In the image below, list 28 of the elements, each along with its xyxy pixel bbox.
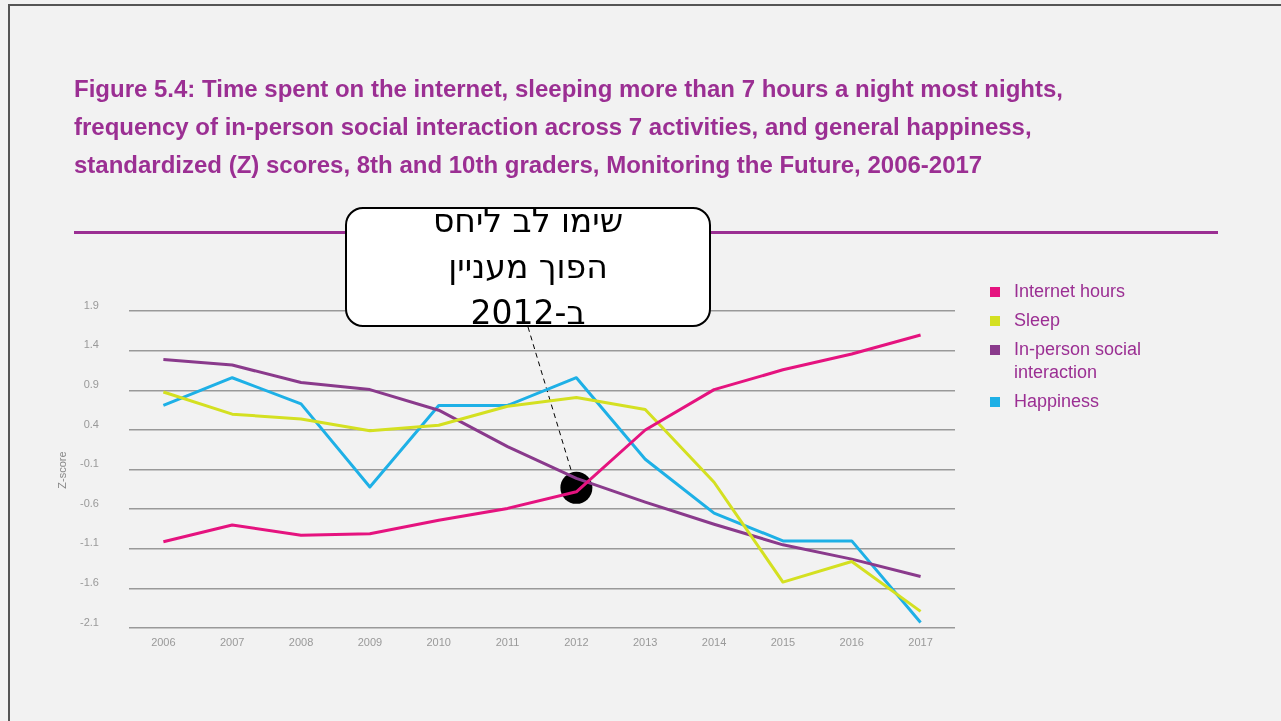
y-tick-label: -1.1 — [79, 536, 99, 549]
x-tick-label: 2014 — [701, 635, 727, 648]
x-tick-label: 2008 — [288, 635, 314, 648]
x-tick-label: 2011 — [495, 635, 520, 648]
legend-label: Happiness — [1014, 390, 1101, 413]
legend-label: Internet hours — [1014, 280, 1127, 303]
y-tick-label: 0.4 — [83, 417, 99, 430]
x-tick-label: 2017 — [908, 635, 933, 648]
y-tick-label: -0.6 — [79, 496, 99, 509]
legend-label: Sleep — [1014, 309, 1062, 332]
y-tick-label: -2.1 — [79, 615, 99, 628]
x-tick-label: 2013 — [632, 635, 658, 648]
x-tick-label: 2012 — [564, 635, 589, 648]
y-tick-label: 1.4 — [83, 338, 99, 351]
x-tick-label: 2006 — [151, 635, 176, 648]
callout-box: שימו לב ליחס הפוך מעניין ב-2012 — [345, 207, 711, 327]
y-tick-label: 1.9 — [83, 298, 99, 311]
y-axis-title: Z-score — [56, 451, 68, 489]
x-tick-label: 2007 — [219, 635, 245, 648]
y-tick-label: 0.9 — [83, 377, 99, 390]
chart-title: Figure 5.4: Time spent on the internet, sleeping more than 7 hours a night most nights, frequency of in-person social interaction across 7 activities, and general happiness, standardized (Z) scores, 8th and 10th graders, Monitoring the Future, 2006-2017 — [74, 74, 1064, 180]
y-tick-label: -0.1 — [79, 457, 99, 470]
legend-label: In-person social interaction — [1014, 338, 1143, 384]
y-tick-label: -1.6 — [79, 575, 99, 588]
x-tick-label: 2009 — [357, 635, 383, 648]
x-tick-label: 2015 — [770, 635, 796, 648]
x-tick-label: 2016 — [839, 635, 864, 648]
x-tick-label: 2010 — [426, 635, 451, 648]
